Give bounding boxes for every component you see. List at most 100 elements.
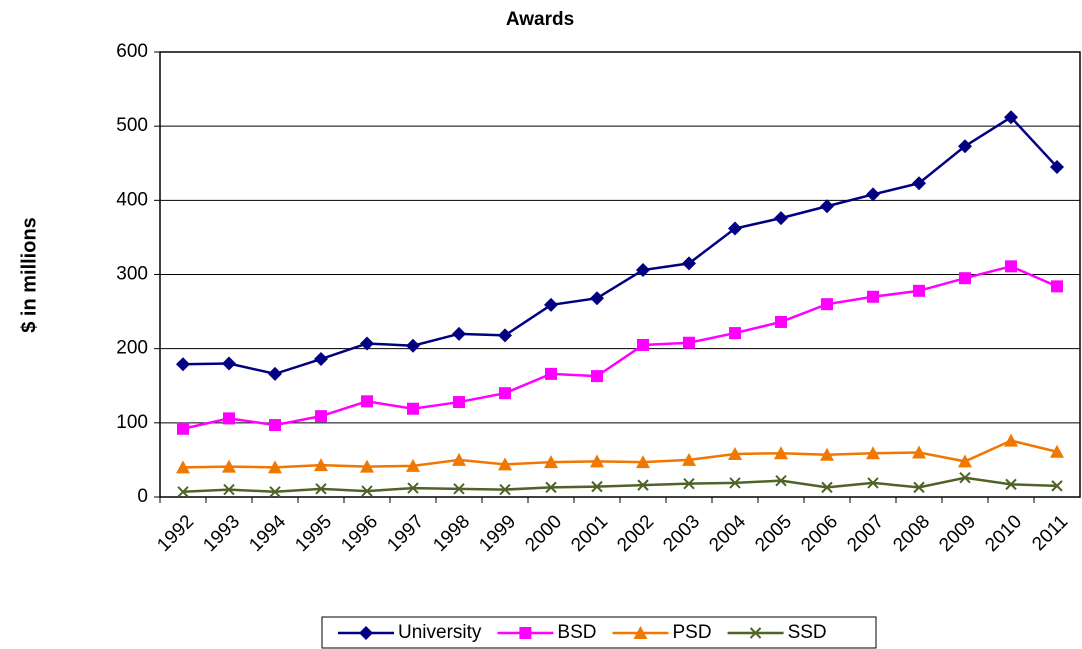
marker bbox=[1050, 159, 1064, 174]
marker bbox=[406, 458, 420, 472]
marker bbox=[820, 199, 834, 214]
x-tick-label: 1992 bbox=[153, 511, 198, 556]
marker bbox=[499, 483, 511, 496]
x-tick-label: 1996 bbox=[337, 511, 382, 556]
marker bbox=[682, 452, 696, 466]
marker bbox=[1004, 110, 1018, 125]
marker bbox=[866, 446, 880, 460]
marker bbox=[774, 446, 788, 460]
y-tick-label: 0 bbox=[137, 486, 148, 507]
marker bbox=[867, 477, 879, 489]
legend-label: University bbox=[398, 622, 482, 643]
marker bbox=[406, 338, 420, 353]
marker bbox=[177, 422, 189, 435]
marker bbox=[222, 356, 236, 371]
marker bbox=[498, 457, 512, 471]
y-tick-label: 200 bbox=[116, 338, 148, 359]
marker bbox=[499, 387, 511, 400]
series-line bbox=[182, 115, 1058, 376]
marker bbox=[545, 481, 557, 494]
marker bbox=[360, 336, 374, 351]
marker bbox=[269, 419, 281, 432]
marker bbox=[498, 328, 512, 343]
marker bbox=[728, 221, 742, 236]
x-tick-label: 2011 bbox=[1028, 511, 1072, 555]
marker bbox=[544, 455, 558, 469]
marker bbox=[1051, 480, 1063, 492]
marker bbox=[682, 256, 696, 271]
y-tick-label: 400 bbox=[116, 189, 148, 210]
x-tick-label: 2001 bbox=[567, 511, 612, 556]
legend-label: SSD bbox=[788, 622, 827, 643]
marker bbox=[590, 454, 604, 468]
marker bbox=[821, 481, 833, 494]
chart-title: Awards bbox=[506, 9, 574, 30]
marker bbox=[749, 627, 762, 639]
x-tick-label: 2004 bbox=[705, 511, 750, 556]
x-tick-label: 2009 bbox=[935, 511, 980, 556]
x-tick-label: 1999 bbox=[475, 511, 520, 556]
marker bbox=[636, 455, 650, 469]
x-tick-label: 1995 bbox=[291, 511, 336, 556]
marker bbox=[360, 459, 374, 473]
marker bbox=[407, 482, 419, 494]
y-axis-label: $ in millions bbox=[18, 217, 40, 333]
marker bbox=[359, 626, 373, 640]
marker bbox=[361, 485, 373, 497]
marker bbox=[315, 410, 327, 423]
legend-label: PSD bbox=[672, 622, 711, 643]
marker bbox=[913, 284, 925, 297]
marker bbox=[452, 326, 466, 341]
series-line bbox=[182, 439, 1058, 469]
marker bbox=[314, 352, 328, 367]
marker bbox=[633, 626, 648, 639]
x-tick-label: 1998 bbox=[429, 511, 474, 556]
y-tick-label: 300 bbox=[116, 264, 148, 285]
series-line bbox=[182, 476, 1058, 494]
marker bbox=[361, 395, 373, 408]
marker bbox=[775, 474, 787, 487]
marker bbox=[223, 412, 235, 425]
marker bbox=[774, 211, 788, 226]
marker bbox=[728, 446, 742, 460]
legend-label: BSD bbox=[557, 622, 596, 643]
marker bbox=[1051, 280, 1063, 293]
marker bbox=[1005, 260, 1017, 273]
marker bbox=[591, 480, 603, 493]
y-tick-label: 100 bbox=[116, 412, 148, 433]
x-tick-label: 2002 bbox=[613, 511, 658, 556]
marker bbox=[545, 367, 557, 380]
marker bbox=[177, 486, 189, 498]
marker bbox=[1050, 444, 1064, 458]
marker bbox=[591, 370, 603, 383]
marker bbox=[683, 336, 695, 349]
marker bbox=[1004, 433, 1018, 447]
marker bbox=[867, 290, 879, 303]
marker bbox=[315, 483, 327, 495]
y-tick-label: 600 bbox=[116, 41, 148, 62]
marker bbox=[729, 327, 741, 340]
marker bbox=[912, 445, 926, 459]
marker bbox=[176, 357, 190, 372]
marker bbox=[959, 272, 971, 285]
series-line bbox=[182, 265, 1058, 430]
x-tick-label: 2006 bbox=[797, 511, 842, 556]
marker bbox=[407, 402, 419, 415]
marker bbox=[519, 627, 532, 639]
x-tick-label: 2010 bbox=[981, 511, 1026, 556]
marker bbox=[176, 460, 190, 474]
marker bbox=[820, 447, 834, 461]
marker bbox=[453, 396, 465, 409]
marker bbox=[912, 176, 926, 191]
x-tick-label: 2008 bbox=[889, 511, 934, 556]
marker bbox=[1005, 478, 1017, 491]
marker bbox=[268, 366, 282, 381]
y-tick-label: 500 bbox=[116, 115, 148, 136]
marker bbox=[775, 315, 787, 328]
marker bbox=[637, 479, 649, 491]
marker bbox=[958, 454, 972, 468]
x-tick-label: 2003 bbox=[659, 511, 704, 556]
marker bbox=[959, 472, 971, 484]
x-tick-label: 2000 bbox=[521, 511, 566, 556]
